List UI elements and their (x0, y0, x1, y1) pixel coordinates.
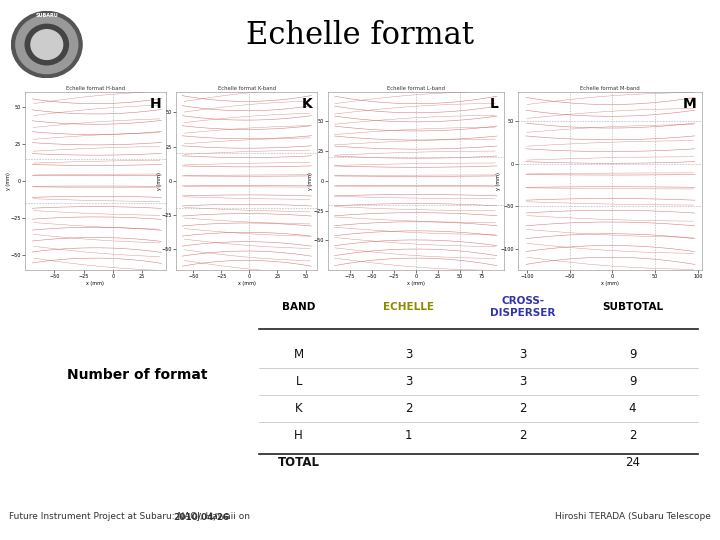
X-axis label: x (mm): x (mm) (86, 281, 104, 286)
Text: SUBARU: SUBARU (35, 13, 58, 18)
Text: 3: 3 (519, 348, 526, 361)
Circle shape (31, 30, 63, 59)
Title: Echelle format H-band: Echelle format H-band (66, 86, 125, 91)
Text: Future Instrument Project at Subaru: NAOJ, Hawaii on: Future Instrument Project at Subaru: NAO… (9, 512, 253, 521)
Text: BAND: BAND (282, 302, 315, 312)
Title: Echelle format K-band: Echelle format K-band (217, 86, 276, 91)
Text: 2: 2 (629, 429, 636, 442)
Text: M: M (294, 348, 304, 361)
Text: 2010/04/26: 2010/04/26 (173, 512, 229, 521)
X-axis label: x (mm): x (mm) (238, 281, 256, 286)
Text: 1: 1 (405, 429, 413, 442)
Text: 24: 24 (625, 456, 640, 469)
Text: 4: 4 (629, 402, 636, 415)
Text: ECHELLE: ECHELLE (383, 302, 434, 312)
Circle shape (25, 24, 68, 65)
Text: K: K (295, 402, 302, 415)
Text: Echelle format: Echelle format (246, 19, 474, 51)
Text: K: K (302, 97, 312, 111)
X-axis label: x (mm): x (mm) (601, 281, 619, 286)
Text: 3: 3 (519, 375, 526, 388)
Text: 2: 2 (405, 402, 413, 415)
Text: Hiroshi TERADA (Subaru Telescope: Hiroshi TERADA (Subaru Telescope (556, 512, 711, 521)
Text: H: H (294, 429, 303, 442)
Y-axis label: y (mm): y (mm) (6, 172, 11, 190)
Text: Number of format: Number of format (66, 368, 207, 382)
Text: L: L (295, 375, 302, 388)
Text: 9: 9 (629, 375, 636, 388)
Text: 3: 3 (405, 348, 413, 361)
Y-axis label: y (mm): y (mm) (496, 172, 500, 190)
Text: L: L (490, 97, 499, 111)
Circle shape (16, 16, 78, 73)
Text: M: M (683, 97, 696, 111)
Circle shape (12, 11, 82, 78)
Text: SUBTOTAL: SUBTOTAL (602, 302, 663, 312)
Text: TOTAL: TOTAL (278, 456, 320, 469)
Text: 9: 9 (629, 348, 636, 361)
X-axis label: x (mm): x (mm) (407, 281, 425, 286)
Text: 2: 2 (519, 402, 526, 415)
Y-axis label: y (mm): y (mm) (308, 172, 313, 190)
Text: H: H (150, 97, 161, 111)
Text: 2: 2 (519, 429, 526, 442)
Text: 3: 3 (405, 375, 413, 388)
Title: Echelle format L-band: Echelle format L-band (387, 86, 445, 91)
Title: Echelle format M-band: Echelle format M-band (580, 86, 640, 91)
Y-axis label: y (mm): y (mm) (157, 172, 162, 190)
Text: CROSS-
DISPERSER: CROSS- DISPERSER (490, 296, 555, 318)
